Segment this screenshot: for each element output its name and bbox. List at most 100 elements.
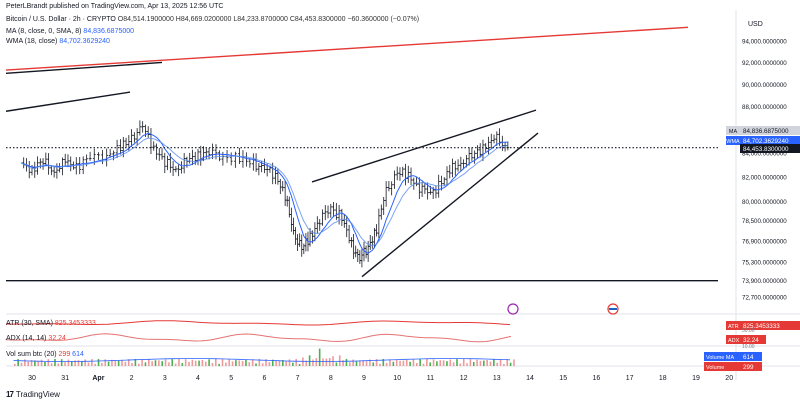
candle <box>149 127 153 154</box>
candle <box>393 170 396 189</box>
candle <box>182 153 186 174</box>
x-tick-label: Apr <box>92 375 104 382</box>
x-tick-label: 30 <box>28 375 36 382</box>
candle <box>157 148 161 161</box>
candle <box>281 181 285 192</box>
volume-bar <box>449 359 452 366</box>
candle <box>171 161 175 176</box>
x-tick-label: 9 <box>362 375 366 382</box>
volume-bar <box>67 359 70 366</box>
vol-legend[interactable]: Vol sum btc (20) 299 614 <box>6 351 84 358</box>
candle <box>434 185 438 199</box>
candle <box>375 224 378 237</box>
ohlc-values: O84,514.1900000 H84,669.0200000 L84,233.… <box>117 16 420 23</box>
volume-bar <box>124 361 127 366</box>
symbol-legend[interactable]: Bitcoin / U.S. Dollar · 2h · CRYPTO O84,… <box>6 16 419 23</box>
candle <box>489 133 493 149</box>
volume-bar <box>151 361 153 366</box>
candle <box>188 152 192 164</box>
header-line: PeterLBrandt published on TradingView.co… <box>6 3 226 10</box>
candle <box>354 245 358 258</box>
adx-tag-label: ADX <box>728 338 740 344</box>
volume-bar <box>81 361 83 366</box>
price-tag-label-box <box>726 126 740 135</box>
volume-bar <box>385 362 388 366</box>
volume-bar <box>305 360 308 366</box>
candle <box>22 157 26 169</box>
candle <box>294 227 297 245</box>
volume-bar <box>392 361 395 366</box>
x-tick-label: 16 <box>593 375 601 382</box>
candle <box>470 147 474 161</box>
candle <box>395 166 399 181</box>
price-tag-label: WMA <box>726 139 740 145</box>
candle <box>105 148 109 167</box>
volume-bar <box>355 361 358 366</box>
candle <box>245 152 248 167</box>
ma-legend[interactable]: MA (8, close, 0, SMA, 8) 84,836.6875000 <box>6 28 134 35</box>
volume-bar <box>74 360 76 366</box>
volume-bar <box>365 361 368 366</box>
event-marker-crypto-icon <box>507 303 519 315</box>
price-tag-box <box>740 136 800 145</box>
atr-legend[interactable]: ATR (30, SMA) 825.3453333 <box>6 320 96 327</box>
candle <box>379 204 383 220</box>
currency-label: USD <box>748 21 763 28</box>
volume-bar <box>432 359 435 366</box>
wma-legend[interactable]: WMA (18, close) 84,702.3629240 <box>6 38 110 45</box>
candle <box>500 135 504 151</box>
candle <box>135 128 139 146</box>
ma-value: 84,836.6875000 <box>83 28 135 35</box>
candle <box>233 151 237 168</box>
volume-bar <box>493 359 495 366</box>
atr-tag-box <box>726 321 800 330</box>
x-tick-label: 14 <box>526 375 534 382</box>
volume-bar <box>44 362 46 366</box>
tradingview-footer[interactable]: 17 TradingView <box>6 390 60 399</box>
volume-bar <box>215 359 217 366</box>
volume-bar <box>154 360 157 366</box>
candle <box>180 161 183 174</box>
y-tick-label: 80,000.0000000 <box>742 199 787 206</box>
atr-value: 825.3453333 <box>54 320 96 327</box>
candle <box>340 208 344 226</box>
volume-bar <box>134 359 137 366</box>
volume-bar <box>429 362 431 366</box>
volume-ma-tag-box <box>704 352 762 361</box>
candle <box>420 181 424 197</box>
candle <box>141 121 145 133</box>
volume-bar <box>352 359 354 366</box>
price-tag-label-box <box>726 136 740 145</box>
x-tick-label: 19 <box>692 375 700 382</box>
volume-bar <box>278 360 281 366</box>
volume-bar <box>148 359 150 366</box>
volume-ma-line <box>13 358 511 362</box>
x-tick-label: 4 <box>196 375 200 382</box>
x-tick-label: 31 <box>61 375 69 382</box>
volume-bar <box>57 363 60 366</box>
volume-bar <box>436 361 438 366</box>
volume-bar <box>328 358 331 366</box>
adx-legend[interactable]: ADX (14, 14) 32.24 <box>6 335 66 342</box>
candle <box>442 177 446 187</box>
volume-bar <box>452 362 455 366</box>
price-tag-box <box>740 144 800 153</box>
volume-bar <box>91 359 93 366</box>
volume-bar <box>141 359 143 366</box>
volume-bar <box>211 362 214 366</box>
volume-bar <box>144 362 147 366</box>
candle <box>298 233 302 247</box>
candle <box>251 153 255 171</box>
volume-bar <box>419 359 421 366</box>
ma-label: MA (8, close, 0, SMA, 8) <box>6 28 82 35</box>
candle <box>289 207 293 232</box>
x-tick-label: 10 <box>393 375 401 382</box>
volume-bar <box>241 361 244 366</box>
volume-bar <box>499 359 502 366</box>
volume-tag-value: 299 <box>743 364 754 371</box>
atr-tag-value: 825.3453333 <box>743 323 780 330</box>
candle <box>462 159 465 170</box>
candle <box>74 157 78 175</box>
candle <box>398 167 402 181</box>
